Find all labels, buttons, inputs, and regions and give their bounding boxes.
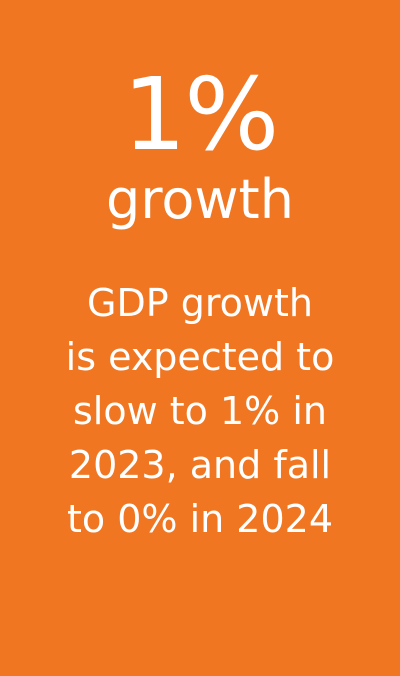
description-line: to 0% in 2024: [66, 497, 334, 541]
description-line: GDP growth: [87, 281, 313, 325]
description-line: 2023, and fall: [68, 443, 332, 487]
description-line: slow to 1% in: [73, 389, 327, 433]
stat-label: growth: [106, 168, 294, 231]
description-line: is expected to: [65, 335, 335, 379]
stat-value: 1%: [122, 56, 280, 173]
stat-description: GDP growth is expected to slow to 1% in …: [0, 276, 400, 546]
